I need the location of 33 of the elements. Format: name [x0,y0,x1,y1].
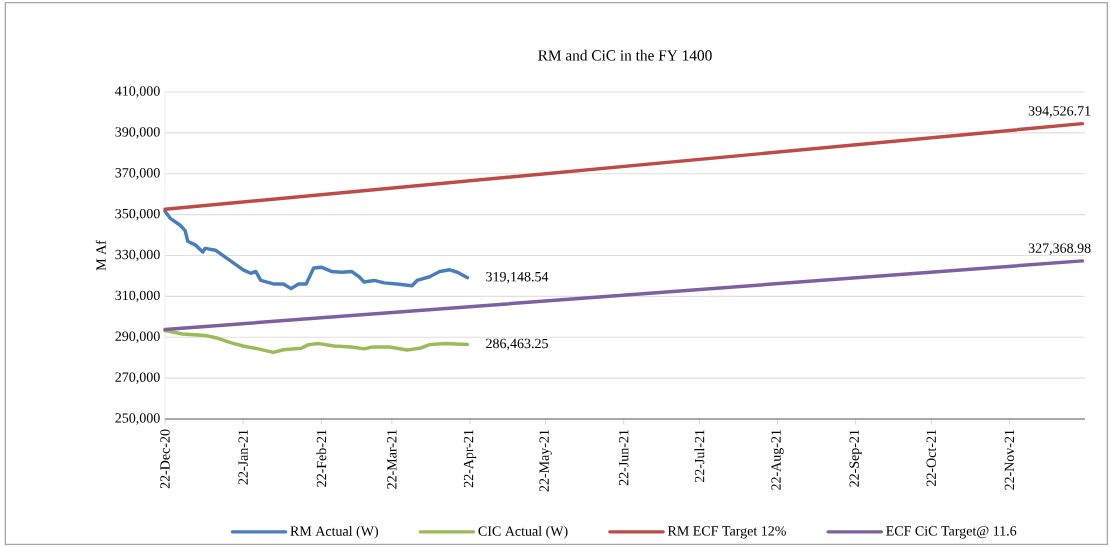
y-tick-label: 290,000 [115,331,160,343]
legend-label: RM ECF Target 12% [667,526,786,539]
y-tick-label: 310,000 [115,290,160,303]
y-tick-label: 370,000 [115,168,160,180]
x-tick-label: 22-Jun-21 [619,429,629,486]
y-axis-title: M Af [95,240,106,271]
data-label: 394,526.71 [1028,106,1091,118]
x-tick-label: 22-Aug-21 [771,429,784,490]
x-tick-label: 22-Apr-21 [463,429,477,488]
data-label: 319,148.54 [486,271,549,284]
legend-label: RM Actual (W) [290,525,379,539]
x-tick-label: 22-Mar-21 [387,429,397,489]
data-label: 327,368.98 [1028,243,1091,255]
line-series [163,209,470,291]
x-tick-label: 22-Oct-21 [926,429,936,486]
data-label: 286,463.25 [486,338,548,351]
x-tick-label: 22-Sep-21 [849,429,862,487]
y-tick-label: 330,000 [115,249,160,262]
y-tick-label: 350,000 [115,208,160,221]
y-tick-label: 390,000 [115,127,160,139]
legend-label: ECF CiC Target@ 11.6 [886,526,1017,539]
y-tick-label: 410,000 [115,86,160,98]
x-tick-label: 22-Dec-20 [160,429,170,489]
x-tick-label: 22-Nov-21 [1004,429,1015,490]
x-tick-label: 22-May-21 [539,429,552,492]
x-tick-label: 22-Feb-21 [316,429,327,487]
y-tick-label: 270,000 [115,372,160,384]
y-tick-label: 250,000 [115,413,160,425]
x-tick-label: 22-Jul-21 [694,429,705,483]
legend-label: CIC Actual (W) [478,525,568,539]
line-series [163,328,470,355]
x-tick-label: 22-Jan-21 [238,429,248,485]
chart-title: RM and CiC in the FY 1400 [538,49,712,61]
